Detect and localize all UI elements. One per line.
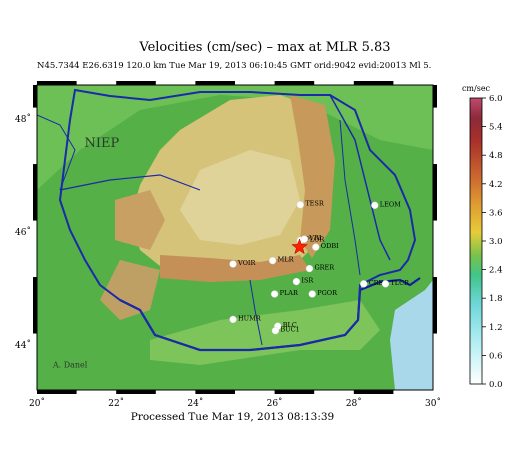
processed-timestamp: Processed Tue Mar 19, 2013 08:13:39 bbox=[130, 411, 335, 423]
colorbar: cm/sec 6.0 5.4 4.8 4.2 3.6 3.0 2.4 1.8 1.2 0.6 0.0 bbox=[462, 84, 503, 390]
colorbar-tick-label: 2.4 bbox=[489, 266, 503, 276]
frame-tick bbox=[33, 85, 37, 108]
frame-ticks bbox=[33, 81, 437, 394]
event-info: N45.7344 E26.6319 120.0 km Tue Mar 19, 2… bbox=[37, 61, 432, 71]
station-label: TLCR bbox=[390, 279, 410, 287]
map-title: Velocities (cm/sec) – max at MLR 5.83 bbox=[139, 40, 391, 55]
apuseni bbox=[115, 190, 165, 250]
frame-tick bbox=[33, 277, 37, 334]
epicenter bbox=[291, 238, 308, 255]
station-marker bbox=[308, 290, 316, 298]
inner-plateau bbox=[180, 150, 300, 245]
frame-tick bbox=[37, 390, 77, 394]
colorbar-tick-label: 0.0 bbox=[489, 380, 503, 390]
station-label: ISR bbox=[301, 277, 314, 285]
lat-tick-label: 46˚ bbox=[15, 226, 31, 238]
station-marker bbox=[296, 201, 304, 209]
lon-tick-label: 20˚ bbox=[29, 397, 45, 409]
colorbar-tick-label: 6.0 bbox=[489, 94, 503, 104]
colorbar-tick-label: 1.8 bbox=[489, 294, 503, 304]
station-label: GRER bbox=[314, 264, 335, 272]
olt-river bbox=[249, 279, 263, 346]
station-label: TESR bbox=[305, 200, 325, 208]
station-label: PLOR bbox=[305, 235, 325, 243]
station-label: CRE bbox=[369, 279, 384, 287]
station-marker bbox=[229, 260, 237, 268]
colorbar-tick-label: 5.4 bbox=[489, 123, 503, 133]
station-marker bbox=[229, 315, 237, 324]
danube-plain bbox=[150, 300, 380, 365]
lon-tick-label: 30˚ bbox=[425, 397, 441, 409]
frame-tick bbox=[195, 390, 235, 394]
lon-tick-label: 22˚ bbox=[108, 397, 124, 409]
station-label: VOIR bbox=[237, 259, 256, 267]
station-marker bbox=[381, 280, 390, 288]
plains-north bbox=[37, 85, 433, 190]
station-marker bbox=[271, 327, 280, 335]
tisza-river bbox=[37, 114, 76, 191]
colorbar-scale bbox=[469, 97, 483, 385]
station-label: BLC bbox=[283, 321, 297, 329]
lat-tick-label: 44˚ bbox=[15, 339, 31, 351]
station-marker bbox=[292, 277, 301, 286]
frame-tick bbox=[433, 85, 437, 108]
banat-mountains bbox=[100, 260, 160, 320]
colorbar-ticks: 6.0 5.4 4.8 4.2 3.6 3.0 2.4 1.8 1.2 0.6 0.0 bbox=[482, 94, 503, 390]
colorbar-tick-label: 1.2 bbox=[489, 323, 503, 333]
station-marker bbox=[305, 264, 314, 273]
colorbar-tick-label: 0.6 bbox=[489, 351, 503, 361]
station-marker bbox=[312, 243, 320, 251]
country-border bbox=[58, 88, 417, 351]
station-label: HUMR bbox=[238, 314, 262, 322]
frame-tick bbox=[116, 390, 156, 394]
lon-tick-label: 24˚ bbox=[187, 397, 203, 409]
mures-river bbox=[59, 174, 201, 191]
colorbar-tick-label: 3.6 bbox=[489, 208, 503, 218]
siret-river bbox=[339, 119, 361, 276]
black-sea bbox=[390, 280, 433, 390]
frame-tick bbox=[195, 81, 235, 85]
colorbar-tick-label: 3.0 bbox=[489, 237, 503, 247]
frame-tick bbox=[274, 390, 315, 394]
station-label: PGOR bbox=[317, 289, 338, 297]
region-label: A. Danel bbox=[52, 360, 88, 369]
station-marker bbox=[270, 290, 279, 298]
frame-tick bbox=[433, 277, 437, 334]
prut-river bbox=[329, 94, 391, 261]
colorbar-tick-label: 4.8 bbox=[489, 151, 503, 161]
station-label: PLAR bbox=[280, 289, 299, 297]
frame-tick bbox=[353, 390, 394, 394]
region-labels: NIEP A. Danel bbox=[52, 136, 120, 369]
station-marker bbox=[300, 235, 308, 243]
lon-tick-label: 26˚ bbox=[267, 397, 283, 409]
station-label: VRI bbox=[308, 234, 322, 242]
frame-tick bbox=[33, 164, 37, 221]
lon-tick-label: 28˚ bbox=[346, 397, 362, 409]
station-marker bbox=[371, 201, 379, 209]
axis-labels: 20˚ 22˚ 24˚ 26˚ 28˚ 30˚ 44˚ 46˚ 48˚ bbox=[15, 113, 441, 409]
station-marker bbox=[268, 257, 277, 265]
frame-tick bbox=[116, 81, 156, 85]
eastern-carpathians bbox=[290, 95, 335, 258]
colorbar-tick-label: 4.2 bbox=[489, 180, 503, 190]
station-label: ODBI bbox=[321, 242, 339, 250]
frame-tick bbox=[37, 81, 77, 85]
frame-tick bbox=[353, 81, 394, 85]
region-label: NIEP bbox=[85, 136, 120, 151]
lat-tick-label: 48˚ bbox=[15, 113, 31, 125]
station-label: MLR bbox=[278, 256, 295, 264]
epicenter-star bbox=[291, 238, 308, 255]
station-label: LEOM bbox=[380, 200, 401, 208]
station-label: BUC1 bbox=[280, 326, 299, 334]
colorbar-unit: cm/sec bbox=[462, 84, 491, 93]
frame-tick bbox=[274, 81, 315, 85]
station-marker bbox=[360, 280, 368, 288]
frame-tick bbox=[433, 164, 437, 221]
